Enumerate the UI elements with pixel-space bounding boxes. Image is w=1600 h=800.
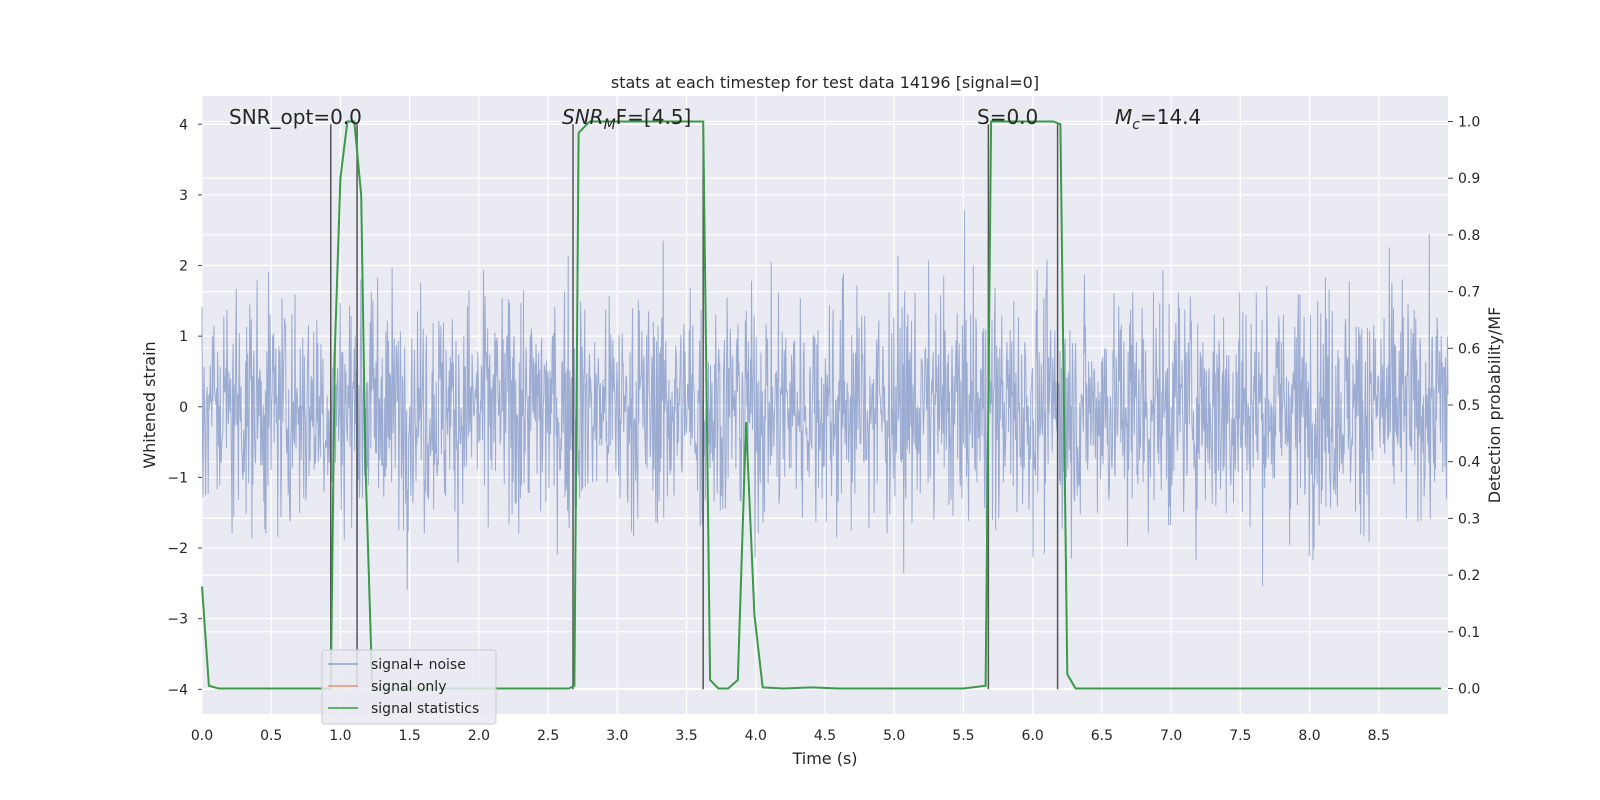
- x-tick-label: 6.5: [1091, 728, 1113, 744]
- right-tick-label: 0.5: [1458, 398, 1480, 414]
- right-tick-label: 0.3: [1458, 511, 1480, 527]
- left-y-tick-labels: 4 3 2 1 0 −1 −2 −3 −4: [167, 117, 202, 698]
- annotation-s: S=0.0: [977, 105, 1038, 129]
- x-tick-label: 4.0: [745, 728, 767, 744]
- signal-statistics-line: [201, 120, 1442, 690]
- x-tick-label: 1.5: [399, 728, 421, 744]
- left-tick-label: −2: [167, 541, 188, 557]
- annotation-snr-mf-main: SNR: [562, 105, 604, 129]
- right-tick-label: 0.0: [1458, 681, 1480, 697]
- x-tick-label: 0.5: [260, 728, 282, 744]
- x-tick-label: 7.5: [1229, 728, 1251, 744]
- x-tick-label: 5.5: [952, 728, 974, 744]
- x-tick-label: 8.0: [1298, 728, 1320, 744]
- x-tick-label: 6.0: [1022, 728, 1044, 744]
- x-axis-label: Time (s): [791, 749, 857, 768]
- left-tick-label: 4: [179, 117, 188, 133]
- x-tick-labels: 0.0 0.5 1.0 1.5 2.0 2.5 3.0 3.5 4.0 4.5 5.0 5.5 6.0 6…: [191, 728, 1390, 744]
- annotation-mc-rest: =14.4: [1140, 105, 1201, 129]
- signal-noise-series: [201, 210, 1449, 591]
- left-tick-label: −3: [167, 612, 188, 628]
- right-tick-label: 0.9: [1458, 171, 1480, 187]
- annotation-mc: Mc=14.4: [1115, 105, 1201, 133]
- x-tick-label: 3.5: [675, 728, 697, 744]
- right-y-tick-labels: 1.0 0.9 0.8 0.7 0.6 0.5 0.4 0.3 0.2 0.1 0.0: [1448, 115, 1480, 697]
- annotation-snr-mf-rest: F=[4.5]: [616, 105, 692, 129]
- right-tick-label: 0.4: [1458, 455, 1480, 471]
- right-tick-label: 0.2: [1458, 568, 1480, 584]
- annotation-mc-main: M: [1115, 105, 1132, 129]
- left-tick-label: 2: [179, 259, 188, 275]
- annotation-snr-mf-sub: M: [604, 117, 616, 133]
- y-axis-label-right: Detection probability/MF: [1485, 307, 1504, 504]
- legend-label-statistics: signal statistics: [371, 701, 479, 717]
- legend-label-noise: signal+ noise: [371, 657, 466, 673]
- legend: signal+ noise signal only signal statist…: [321, 649, 497, 725]
- right-tick-label: 0.8: [1458, 228, 1480, 244]
- x-tick-label: 2.5: [537, 728, 559, 744]
- legend-box: [321, 649, 497, 725]
- x-tick-label: 4.5: [814, 728, 836, 744]
- right-tick-label: 0.7: [1458, 285, 1480, 301]
- right-tick-label: 0.6: [1458, 341, 1480, 357]
- x-tick-label: 0.0: [191, 728, 213, 744]
- left-tick-label: 1: [179, 329, 188, 345]
- signal-noise-path: [201, 210, 1449, 591]
- x-tick-label: 2.0: [468, 728, 490, 744]
- left-tick-label: −1: [167, 470, 188, 486]
- right-tick-label: 0.1: [1458, 625, 1480, 641]
- annotation-snr-mf: SNRMF=[4.5]: [562, 105, 691, 133]
- x-tick-label: 8.5: [1368, 728, 1390, 744]
- x-tick-label: 7.0: [1160, 728, 1182, 744]
- annotation-snr-opt: SNR_opt=0.0: [229, 105, 362, 129]
- left-tick-label: 0: [179, 400, 188, 416]
- x-tick-label: 3.0: [606, 728, 628, 744]
- left-tick-label: −4: [167, 682, 188, 698]
- x-tick-label: 5.0: [883, 728, 905, 744]
- left-tick-label: 3: [179, 188, 188, 204]
- annotation-mc-sub: c: [1132, 117, 1140, 133]
- y-axis-label-left: Whitened strain: [140, 341, 159, 468]
- x-tick-label: 1.0: [329, 728, 351, 744]
- chart-title: stats at each timestep for test data 141…: [611, 73, 1039, 92]
- right-tick-label: 1.0: [1458, 115, 1480, 131]
- legend-label-signal-only: signal only: [371, 679, 446, 695]
